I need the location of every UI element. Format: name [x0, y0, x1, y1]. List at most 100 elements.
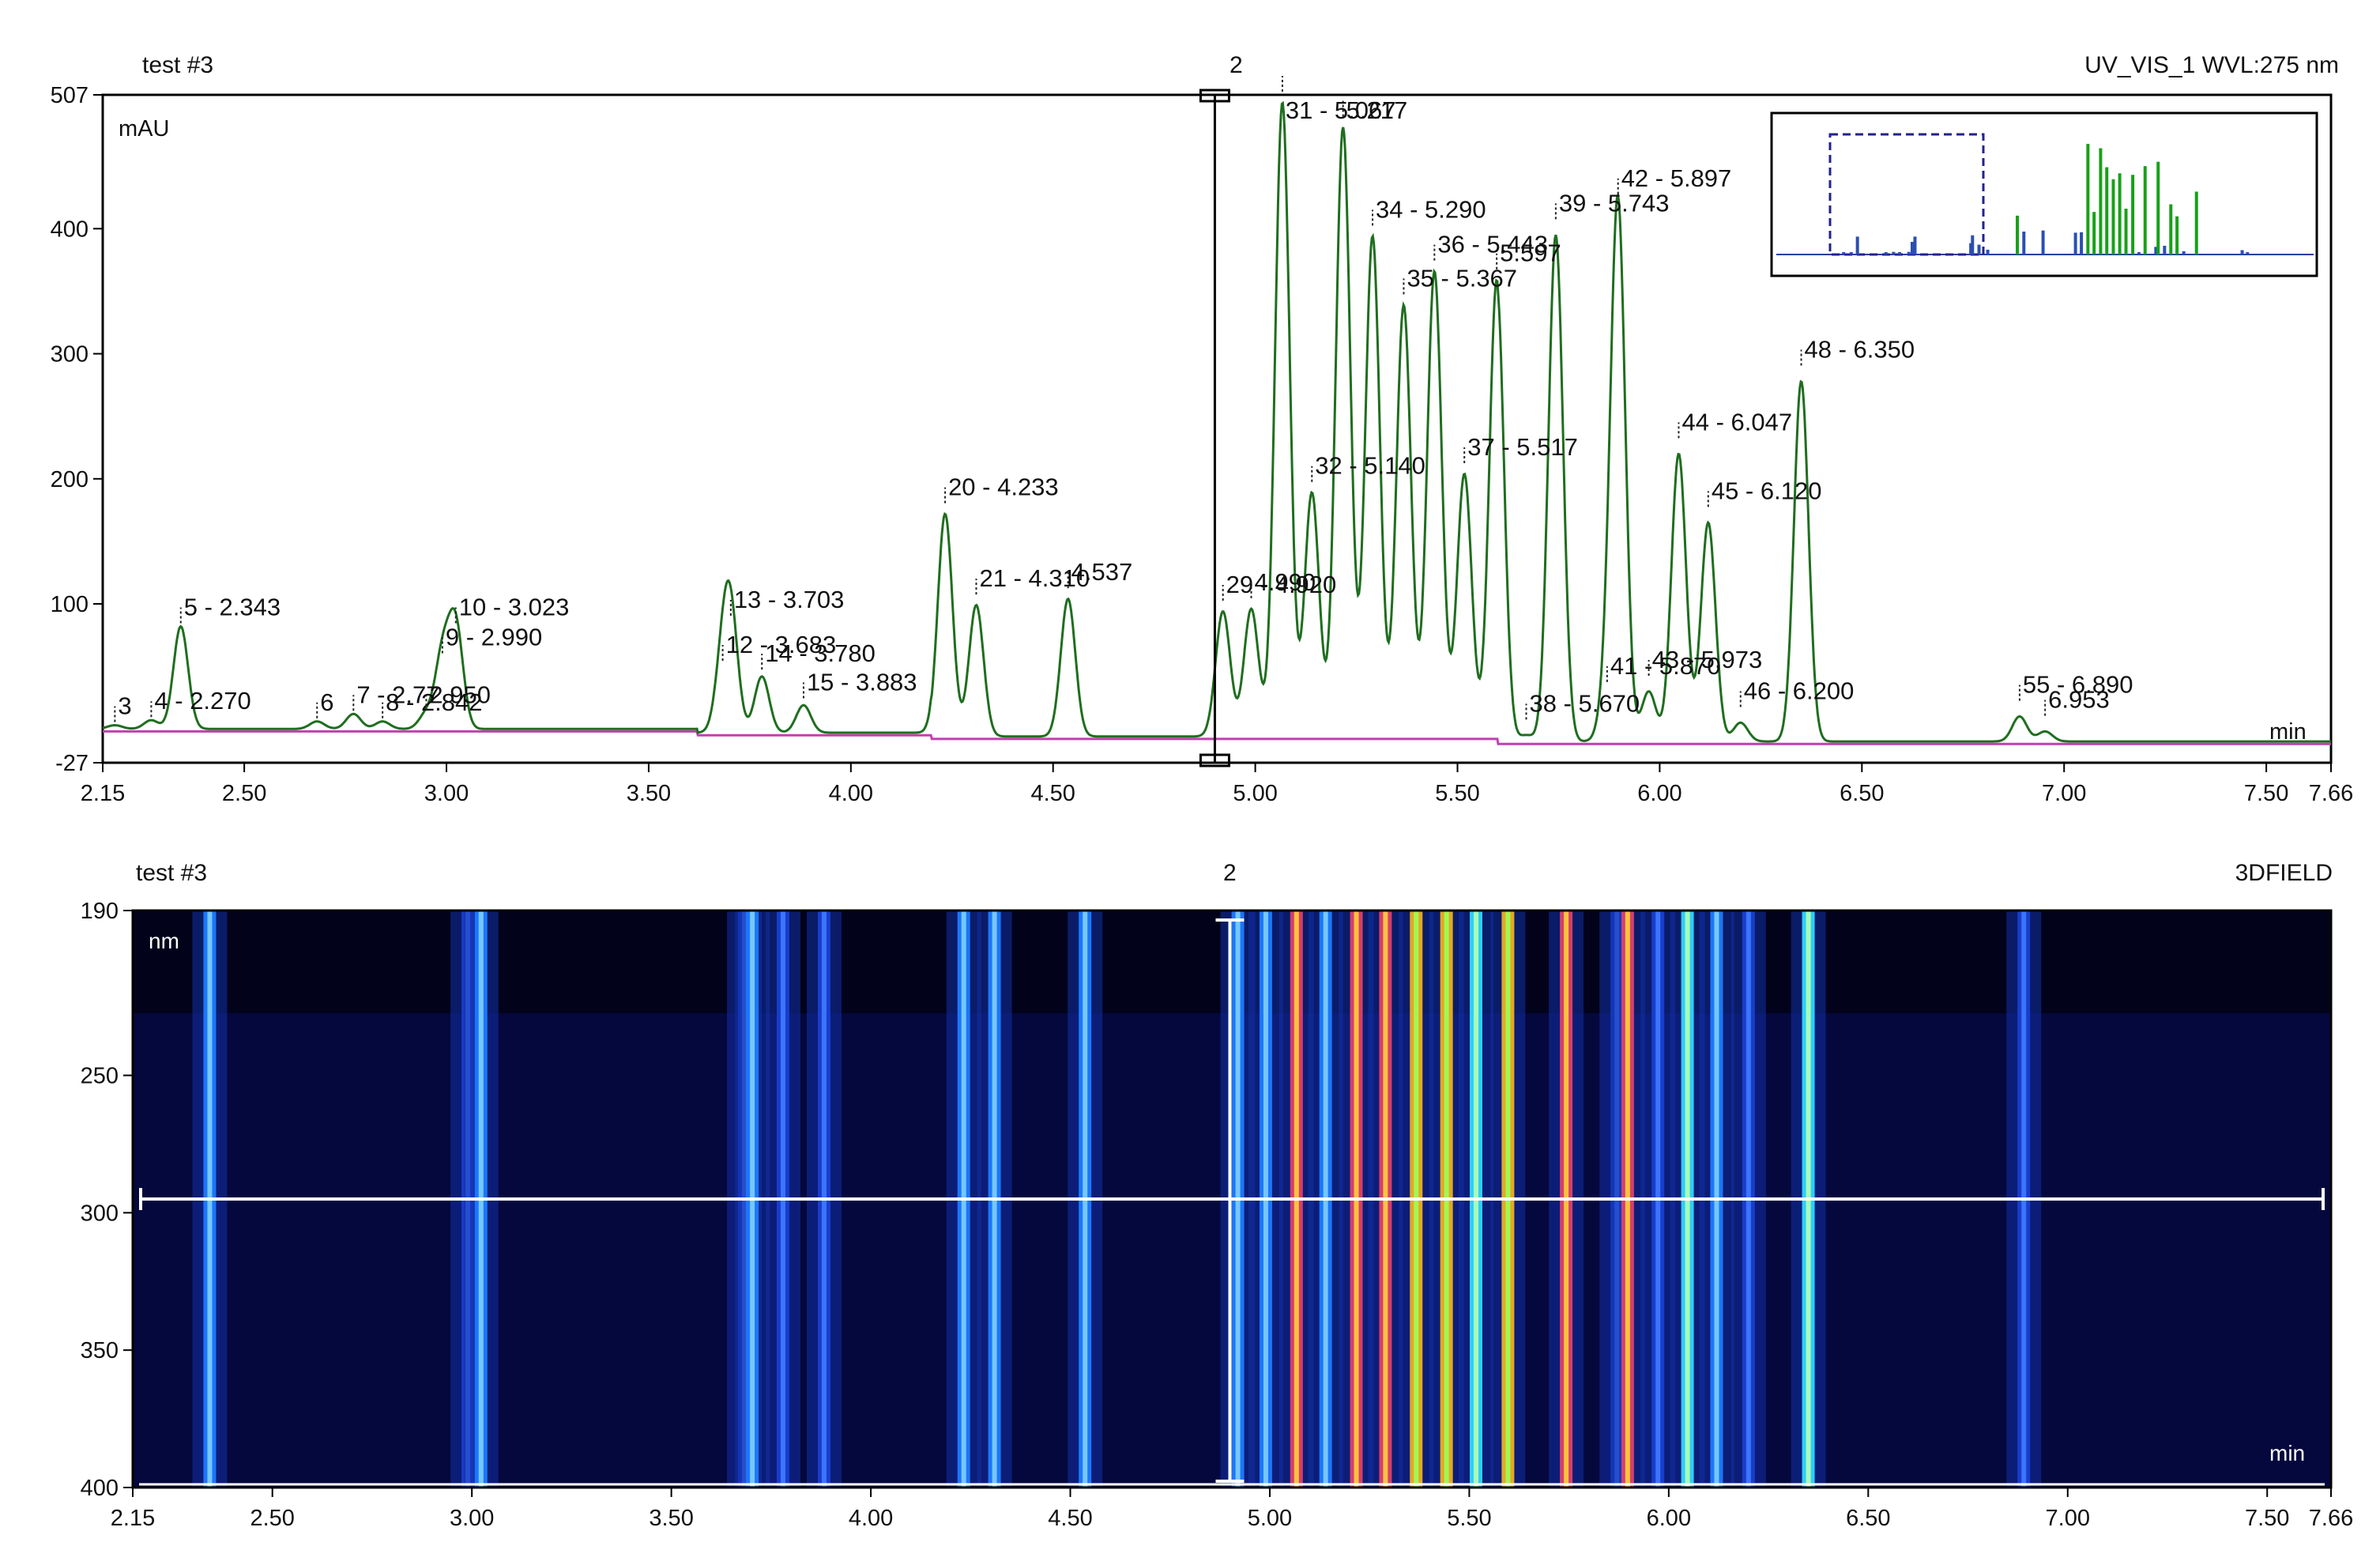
overview-inset-peaks — [1842, 144, 2250, 255]
top-x-tick-label-4: 4.00 — [829, 781, 873, 806]
inset-peak-20 — [2099, 148, 2103, 255]
bottom-x-tick-label-2: 3.00 — [450, 1506, 494, 1531]
overview-inset[interactable] — [1770, 111, 2318, 277]
peak-label-17: 4.990 — [1255, 568, 1316, 596]
bottom-x-tick-label-3: 3.50 — [649, 1506, 693, 1531]
peak-label-2: 5 - 2.343 — [184, 594, 281, 621]
peak-label-25: 5.597 — [1500, 239, 1561, 267]
peak-label-30: 43 - 5.973 — [1652, 646, 1763, 673]
peak-label-0: 3 — [118, 692, 131, 720]
peak-label-21: 34 - 5.290 — [1376, 195, 1486, 223]
bottom-y-tick-label-0: 190 — [81, 899, 119, 924]
peak-label-10: 13 - 3.703 — [734, 586, 845, 613]
inset-peak-22 — [2111, 179, 2115, 255]
peak-label-27: 39 - 5.743 — [1559, 189, 1670, 217]
inset-peak-5 — [1898, 252, 1902, 255]
top-x-tick-label-6: 5.00 — [1233, 781, 1277, 806]
top-cursor-handle-top[interactable] — [1199, 89, 1230, 103]
peak-label-16: 29 - 4.920 — [1226, 571, 1337, 598]
top-y-tick-label-5: -27 — [55, 751, 88, 776]
inset-peak-7 — [1910, 241, 1914, 255]
top-y-tick-label-4: 100 — [51, 592, 88, 617]
peak-label-14: 21 - 4.310 — [979, 564, 1090, 592]
bottom-x-unit: min — [2269, 1441, 2305, 1465]
bottom-plot-frame — [131, 909, 2333, 1489]
inset-peak-34 — [2194, 191, 2198, 255]
top-x-tick-label-3: 3.50 — [627, 781, 671, 806]
overview-zoom-box[interactable] — [1828, 133, 1985, 256]
inset-peak-8 — [1913, 236, 1917, 255]
bottom-x-tick-label-9: 6.50 — [1846, 1506, 1890, 1531]
top-y-tick-label-2: 300 — [51, 342, 88, 368]
inset-peak-27 — [2143, 166, 2147, 255]
peak-label-18: 31 - 5.067 — [1286, 96, 1396, 124]
inset-peak-6 — [1907, 251, 1911, 255]
bottom-x-tick-label-6: 5.00 — [1248, 1506, 1292, 1531]
peak-label-26: 38 - 5.670 — [1530, 689, 1640, 717]
field-cursors[interactable] — [139, 918, 2325, 1486]
top-x-tick-label-10: 7.00 — [2042, 781, 2086, 806]
bottom-x-tick-label-5: 4.50 — [1048, 1506, 1092, 1531]
peak-label-33: 46 - 6.200 — [1744, 677, 1855, 705]
peak-label-34: 48 - 6.350 — [1805, 336, 1915, 364]
inset-peak-14 — [2022, 232, 2026, 255]
inset-peak-12 — [1986, 249, 1990, 255]
inset-peak-15 — [2041, 230, 2045, 255]
top-x-tick-label-7: 5.50 — [1435, 781, 1479, 806]
top-y-tick-label-3: 200 — [51, 467, 88, 492]
top-baseline-trace — [103, 730, 2331, 745]
peak-label-8: 10 - 3.023 — [459, 594, 570, 621]
inset-peak-11 — [1977, 244, 1981, 255]
top-y-unit: mAU — [119, 116, 169, 141]
top-sample-label: test #3 — [142, 52, 214, 78]
peak-label-3: 6 — [320, 688, 333, 716]
inset-peak-17 — [2080, 232, 2084, 255]
peak-label-23: 36 - 5.443 — [1437, 231, 1548, 258]
bottom-x-tick-label-8: 6.00 — [1647, 1506, 1691, 1531]
inset-peak-30 — [2163, 245, 2167, 255]
peak-label-29: 42 - 5.897 — [1621, 164, 1732, 192]
peak-label-22: 35 - 5.367 — [1407, 264, 1517, 292]
bottom-x-tick-label-1: 2.50 — [250, 1506, 294, 1531]
bottom-x-tick-label-11: 7.50 — [2245, 1506, 2289, 1531]
bottom-x-tick-label-12: 7.66 — [2309, 1506, 2353, 1531]
inset-peak-10 — [1971, 235, 1975, 255]
inset-peak-36 — [2246, 252, 2250, 255]
peak-label-31: 44 - 6.047 — [1681, 408, 1792, 436]
peak-label-1: 4 - 2.270 — [154, 687, 250, 715]
inset-peak-13 — [2016, 215, 2020, 255]
inset-peak-1 — [1849, 252, 1853, 255]
inset-peak-35 — [2240, 250, 2244, 255]
bottom-chart: 2.15 2.50 3.00 3.50 4.00 4.50 5.00 5.50 6.00 6.50… — [81, 899, 2354, 1531]
peak-label-19: 32 - 5.140 — [1315, 452, 1425, 480]
peak-label-28: 41 - 5.870 — [1610, 652, 1721, 680]
inset-peak-18 — [2086, 144, 2090, 255]
inset-peak-26 — [2137, 252, 2141, 255]
bottom-x-tick-label-7: 5.50 — [1447, 1506, 1491, 1531]
inset-peak-28 — [2154, 247, 2158, 255]
inset-peak-4 — [1892, 251, 1896, 255]
bottom-x-tick-label-4: 4.00 — [849, 1506, 893, 1531]
top-x-tick-label-2: 3.00 — [424, 781, 469, 806]
inset-peak-16 — [2073, 232, 2077, 255]
bottom-y-tick-label-2: 300 — [81, 1201, 119, 1226]
peak-label-32: 45 - 6.120 — [1712, 477, 1822, 504]
peak-label-24: 37 - 5.517 — [1467, 433, 1578, 461]
bottom-y-tick-label-4: 400 — [81, 1476, 119, 1501]
top-cursor-handle-bottom[interactable] — [1199, 753, 1230, 767]
top-x-tick-label-8: 6.00 — [1637, 781, 1681, 806]
top-x-tick-label-9: 6.50 — [1840, 781, 1884, 806]
bottom-x-tick-label-0: 2.15 — [111, 1506, 155, 1531]
top-x-tick-label-11: 7.50 — [2244, 781, 2288, 806]
top-cursor-line[interactable] — [1199, 89, 1230, 767]
inset-peak-3 — [1884, 252, 1888, 255]
inset-peak-25 — [2131, 175, 2135, 255]
inset-peak-29 — [2156, 161, 2160, 255]
bottom-channel-label: 3DFIELD — [2235, 860, 2333, 886]
bottom-cursor-label: 2 — [1223, 860, 1237, 886]
peak-label-9: 12 - 3.683 — [726, 631, 837, 658]
top-x-tick-label-12: 7.66 — [2309, 781, 2353, 806]
top-chromatogram-trace — [102, 100, 2331, 743]
